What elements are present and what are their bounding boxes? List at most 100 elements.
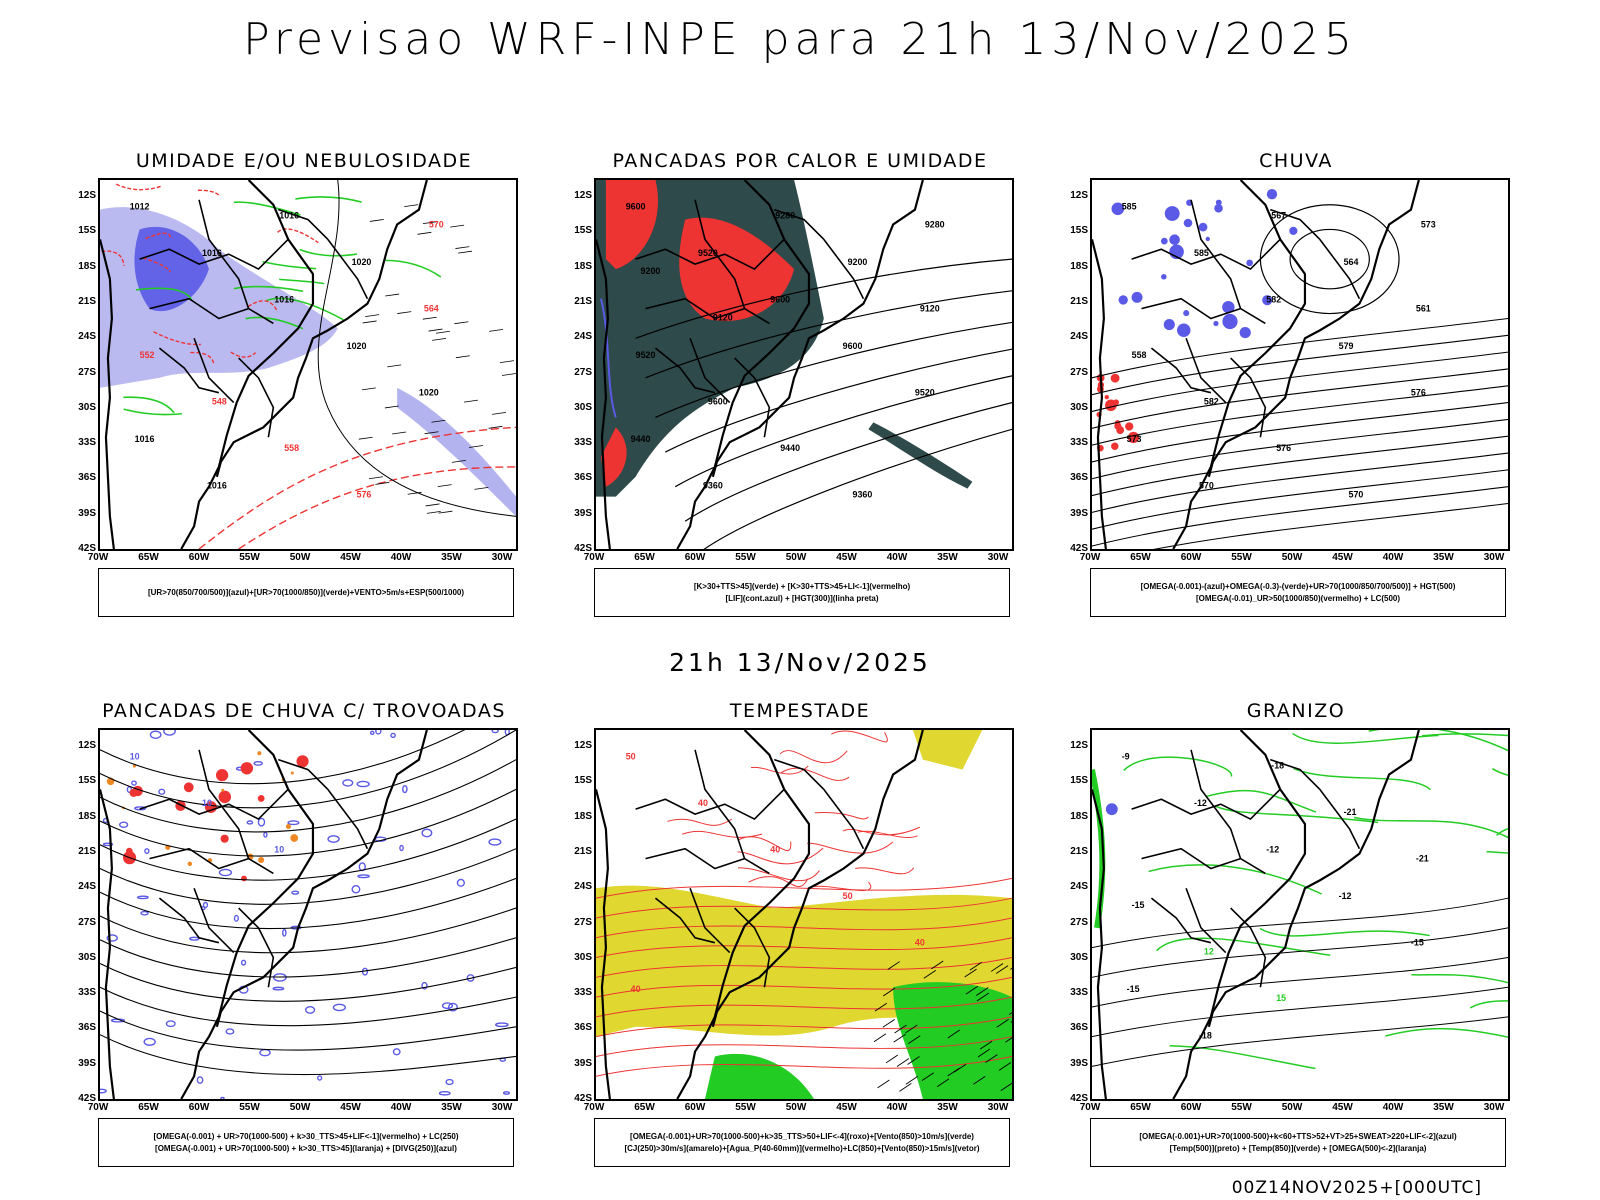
panel-title-umidade: UMIDADE E/OU NEBULOSIDADE	[135, 150, 473, 172]
contour-label: 10	[130, 752, 140, 762]
longitude-label: 35W	[1433, 1102, 1454, 1113]
omega-blue-spot	[1215, 199, 1222, 206]
wind-vector	[426, 510, 441, 514]
streamline-850	[596, 917, 1012, 939]
state-border	[139, 788, 289, 820]
wind-vector	[450, 224, 465, 228]
longitude-label: 35W	[1433, 552, 1454, 563]
contour-label: 10	[202, 798, 212, 808]
state-border	[654, 897, 716, 944]
divergence-spot	[317, 1075, 323, 1081]
wind-vector	[455, 246, 470, 249]
omega-blue-spot	[1118, 295, 1128, 305]
hgt500-contour	[1092, 317, 1508, 379]
contour-label: 564	[1344, 257, 1359, 267]
thunderstorm-orange-spot	[257, 751, 262, 756]
latitude-label: 42S	[574, 543, 592, 554]
hgt500-contour	[1092, 385, 1508, 446]
contour-label: 9280	[925, 219, 945, 229]
latitude-label: 33S	[1070, 987, 1088, 999]
latitude-label: 24S	[1070, 331, 1088, 343]
wind-vector	[973, 1075, 986, 1085]
humidity-band	[397, 387, 516, 517]
state-border	[238, 907, 275, 988]
wind-vector	[1005, 1037, 1012, 1043]
divergence-spot	[131, 780, 137, 786]
wind850-area	[893, 982, 1012, 1099]
border-argentina	[1172, 180, 1307, 549]
latitude-label: 36S	[1070, 472, 1088, 484]
omega-red-spot	[1111, 442, 1119, 450]
longitude-label: 30W	[1483, 1102, 1505, 1113]
longitude-label: 40W	[390, 552, 412, 563]
wind-vector	[432, 337, 447, 341]
state-border	[1131, 788, 1281, 820]
temp850-contour	[1205, 789, 1317, 813]
hgt300-contour	[703, 428, 1012, 549]
streamline-850	[596, 996, 1012, 1018]
contour-label: -12	[1266, 845, 1279, 855]
streamline-850	[596, 1055, 1012, 1077]
temp850-contour	[1353, 816, 1508, 839]
omega-blue-spot	[1183, 310, 1190, 317]
wind-vector	[894, 1024, 907, 1034]
contour-label: 9520	[698, 248, 718, 258]
streamline-250	[100, 986, 516, 1027]
contour-label: 1012	[130, 202, 150, 212]
divergence-spot	[342, 779, 354, 787]
wind-vector	[474, 487, 489, 490]
red-thickness-contour	[145, 232, 172, 240]
contour-label: -18	[1271, 761, 1284, 771]
hgt300-contour	[645, 290, 1012, 379]
longitude-label: 30W	[987, 552, 1009, 563]
latitude-label: 24S	[1070, 881, 1088, 893]
contour-label: 50	[843, 891, 853, 901]
latitude-label: 15S	[1070, 775, 1088, 787]
latitude-label: 15S	[78, 775, 96, 787]
latitude-label: 42S	[78, 1093, 96, 1104]
latitude-label: 21S	[1070, 845, 1088, 857]
hgt500-contour	[1153, 502, 1508, 549]
longitude-label: 50W	[289, 552, 311, 563]
contour-label: 564	[424, 304, 439, 314]
wind-vector	[887, 961, 900, 970]
contour-label: 558	[1132, 350, 1147, 360]
state-border	[1190, 199, 1242, 309]
streamline-850	[596, 976, 1012, 998]
temp850-contour	[1292, 732, 1439, 744]
contour-label: 573	[1127, 434, 1142, 444]
map-panel-tempestade: 50 40 40 50 40 40	[594, 728, 1014, 1101]
latitude-label: 18S	[574, 260, 592, 272]
green-contour	[279, 278, 325, 285]
latitude-label: 30S	[78, 951, 96, 963]
thunderstorm-red-spot	[218, 790, 232, 804]
precipitable-water-contour	[737, 836, 792, 852]
contour-label: 576	[357, 490, 372, 500]
wind-vector	[428, 328, 443, 332]
contour-label: 573	[1421, 219, 1436, 229]
precipitable-water-contour	[855, 867, 915, 875]
wind-vector	[438, 510, 453, 514]
precipitable-water-contour	[830, 730, 888, 743]
temp850-contour	[1385, 1027, 1508, 1038]
longitude-label: 35W	[937, 552, 958, 563]
map-svg-chuva: 585 585 582 579 576 573 570 567 564 561 558 582 576 5…	[1092, 180, 1508, 549]
divergence-spot	[143, 1037, 156, 1046]
hgt500-contour	[1092, 334, 1508, 396]
contour-label: 585	[1122, 202, 1137, 212]
wind-vector	[995, 965, 1009, 974]
precipitable-water-contour	[748, 876, 809, 888]
latitude-label: 36S	[574, 1022, 592, 1034]
temp850-contour	[1492, 768, 1508, 776]
wind-vector	[365, 314, 380, 317]
streamline-850	[596, 1036, 1012, 1057]
latitude-label: 21S	[78, 295, 96, 307]
longitude-label: 45W	[340, 552, 361, 563]
longitude-label: 55W	[1231, 552, 1252, 563]
precipitable-water-contour	[857, 830, 918, 838]
latitude-label: 30S	[574, 401, 592, 413]
legend-line: [UR>70(850/700/500)](azul)+[UR>70(1000/8…	[147, 587, 465, 597]
divergence-spot	[259, 1048, 271, 1057]
divergence-spot	[441, 1002, 454, 1010]
state-border	[327, 238, 369, 300]
